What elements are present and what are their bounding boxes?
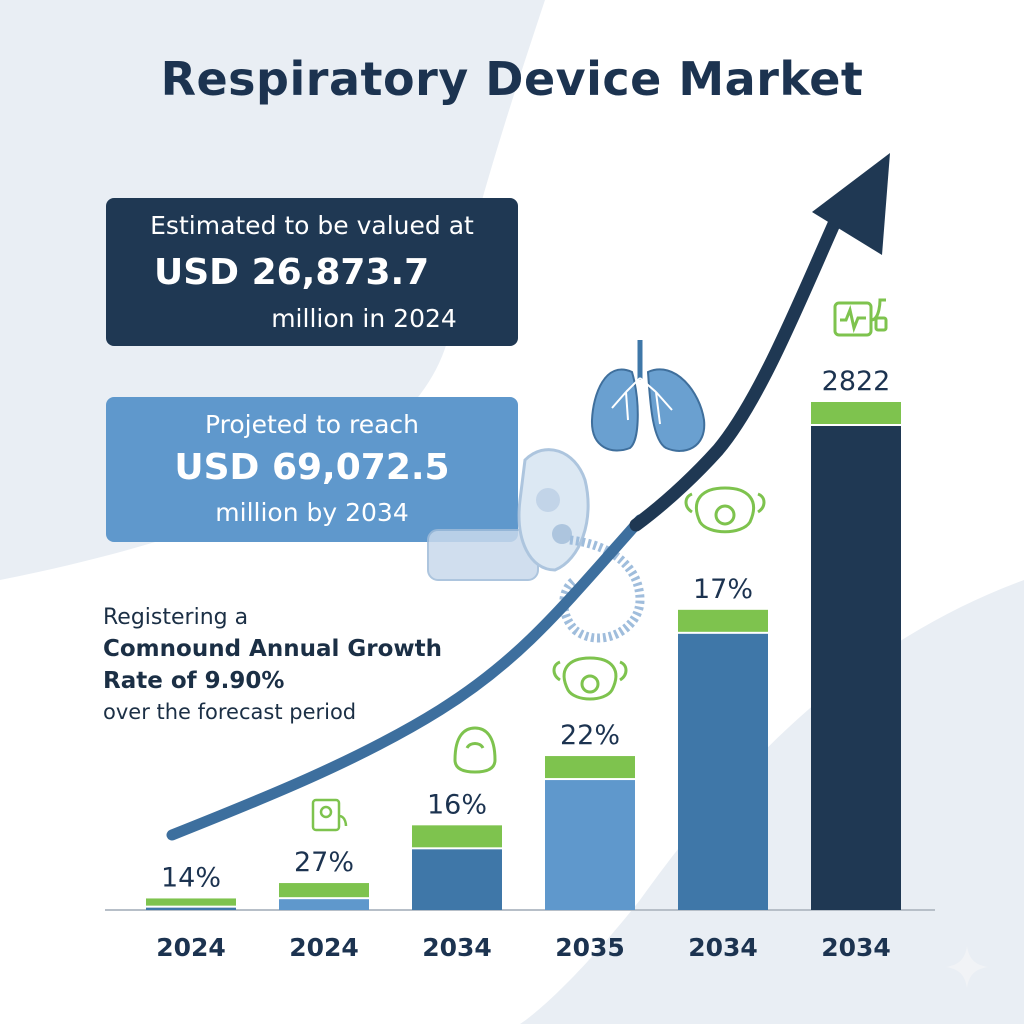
bar-5 [811,426,901,910]
bar-cap-5 [811,402,901,424]
respirator-mask-icon [453,726,497,774]
bar-2 [412,849,502,910]
sparkle-icon [946,946,988,988]
x-tick-label-0: 2024 [156,933,226,962]
bar-data-label-3: 22% [560,720,620,751]
ticks-layer: 2024 2024 2034 2035 2034 2034 [156,933,891,962]
bar-data-label-4: 17% [693,574,753,605]
device-icon [311,798,348,832]
cagr-text: Registering a Comnound Annual Growth Rat… [103,603,442,727]
ventilator-icon [833,298,888,337]
cagr-line-3: Rate of 9.90% [103,668,285,694]
bar-cap-2 [412,825,502,848]
bar-4 [678,633,768,910]
bar-cap-1 [279,883,369,898]
bar-0 [146,907,236,910]
current-value-intro: Estimated to be valued at [150,211,474,240]
lungs-icon [590,340,706,452]
current-value-box: Estimated to be valued at USD 26,873.7 m… [106,198,518,346]
bar-data-label-0: 14% [161,862,221,893]
respirator-mask-icon [552,656,628,701]
x-tick-label-1: 2024 [289,933,359,962]
bar-data-label-5: 2822 [822,366,891,397]
x-tick-label-4: 2034 [688,933,758,962]
bar-cap-3 [545,756,635,779]
cagr-line-2: Comnound Annual Growth [103,636,443,662]
bar-data-label-2: 16% [427,789,487,820]
respirator-mask-icon [684,486,766,534]
x-tick-label-2: 2034 [422,933,492,962]
x-tick-label-5: 2034 [821,933,891,962]
x-tick-label-3: 2035 [555,933,625,962]
bars-layer [146,402,901,910]
projected-value-intro: Projeted to reach [204,410,420,439]
cagr-line-4: over the forecast period [103,700,357,724]
current-value-amount: USD 26,873.7 [154,252,430,293]
cagr-line-1: Registering a [103,605,249,630]
bar-1 [279,899,369,910]
oxygen-mask-icon [427,448,645,643]
current-value-unit: million in 2024 [271,304,457,333]
projected-value-box: Projeted to reach USD 69,072.5 million b… [106,397,518,542]
page-title: Respiratory Device Market [160,52,864,106]
bar-cap-4 [678,609,768,632]
labels-layer: 14% 27% 16% 22% 17% 2822 [161,366,890,893]
trend-arrow-icon [166,153,890,841]
bar-cap-0 [146,898,236,906]
projected-value-amount: USD 69,072.5 [174,447,450,488]
bar-3 [545,780,635,910]
projected-value-unit: million by 2034 [215,498,409,527]
bar-data-label-1: 27% [294,847,354,878]
